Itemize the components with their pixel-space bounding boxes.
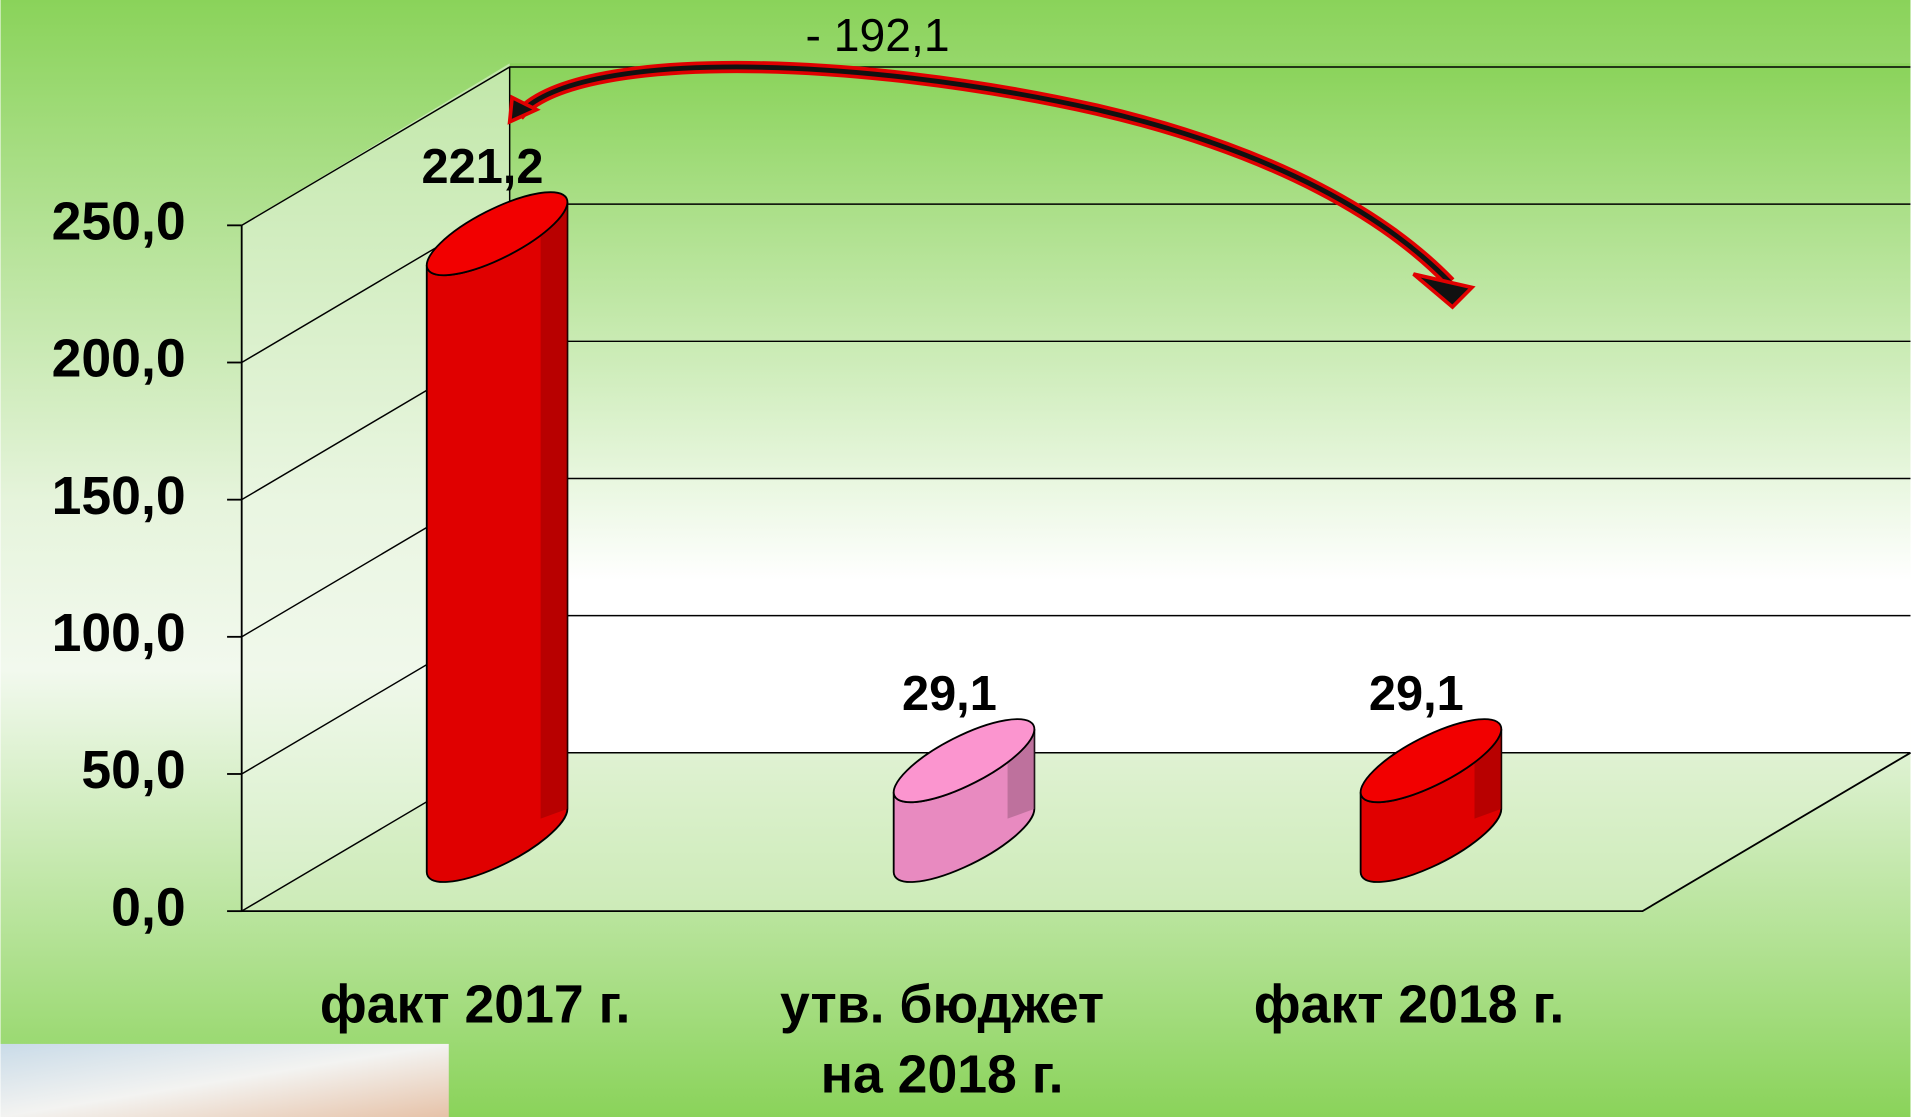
y-tick-label: 200,0 xyxy=(52,329,186,389)
y-tick-label: 100,0 xyxy=(52,603,186,663)
value-label: 221,2 xyxy=(422,140,544,194)
annotation: - 192,1 xyxy=(806,9,950,61)
bar-shade xyxy=(541,202,568,819)
x-tick-label: факт 2017 г. xyxy=(320,975,631,1035)
x-tick-label: факт 2018 г. xyxy=(1254,975,1565,1035)
y-tick-label: 150,0 xyxy=(52,466,186,526)
photo xyxy=(1,1044,449,1117)
y-tick-label: 250,0 xyxy=(52,192,186,252)
page: {"chart_data":{"type":"bar3d","annotatio… xyxy=(0,0,1911,1117)
back-wall xyxy=(510,63,1911,752)
y-tick-label: 50,0 xyxy=(81,740,185,800)
value-label: 29,1 xyxy=(1369,667,1464,721)
chart: - 192,1 0,0 50,0 100,0 150,0 200,0 250,0 факт … xyxy=(0,0,1911,1117)
value-label: 29,1 xyxy=(902,667,997,721)
y-tick-label: 0,0 xyxy=(111,877,185,937)
